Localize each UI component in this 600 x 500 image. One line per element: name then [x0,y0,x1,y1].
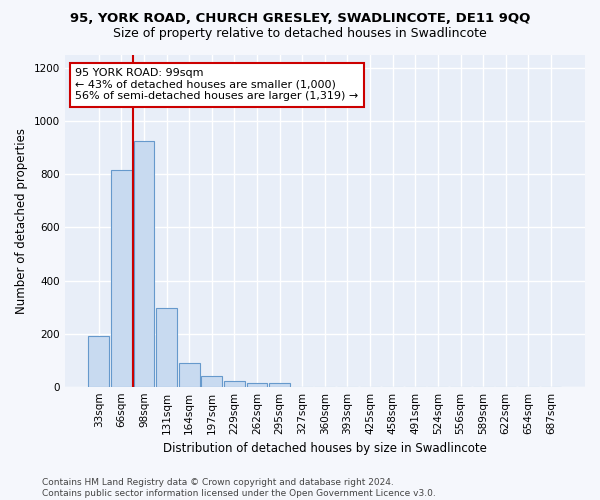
Text: Size of property relative to detached houses in Swadlincote: Size of property relative to detached ho… [113,28,487,40]
Text: Contains HM Land Registry data © Crown copyright and database right 2024.
Contai: Contains HM Land Registry data © Crown c… [42,478,436,498]
Text: 95, YORK ROAD, CHURCH GRESLEY, SWADLINCOTE, DE11 9QQ: 95, YORK ROAD, CHURCH GRESLEY, SWADLINCO… [70,12,530,26]
Bar [202,376,222,386]
Text: 95 YORK ROAD: 99sqm
← 43% of detached houses are smaller (1,000)
56% of semi-det: 95 YORK ROAD: 99sqm ← 43% of detached ho… [75,68,358,102]
Bar [156,308,177,386]
Bar [88,336,109,386]
Bar [247,382,268,386]
Bar [269,384,290,386]
Bar [179,363,200,386]
Y-axis label: Number of detached properties: Number of detached properties [15,128,28,314]
Bar [111,170,132,386]
Bar [134,141,154,386]
X-axis label: Distribution of detached houses by size in Swadlincote: Distribution of detached houses by size … [163,442,487,455]
Bar [224,381,245,386]
